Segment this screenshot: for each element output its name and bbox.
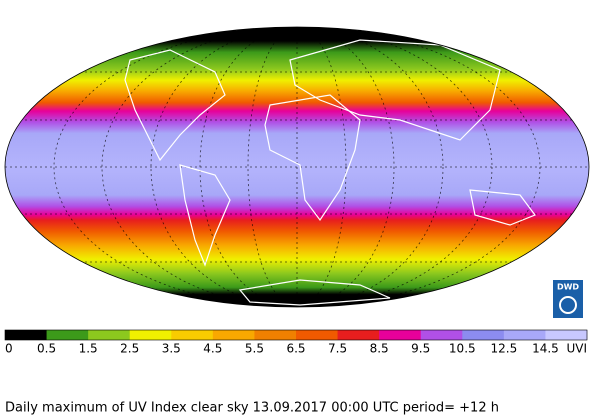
colorbar-segment xyxy=(545,330,588,340)
colorbar-segment xyxy=(296,330,339,340)
colorbar-label: 9.5 xyxy=(411,342,430,356)
colorbar-label: 10.5 xyxy=(449,342,476,356)
map-title: Daily maximum of UV Index clear sky 13.0… xyxy=(5,401,499,416)
colorbar-label: 14.5 xyxy=(532,342,559,356)
colorbar-label: 12.5 xyxy=(490,342,517,356)
colorbar-segment xyxy=(212,330,255,340)
map-border xyxy=(4,26,590,308)
logo-text: DWD xyxy=(557,283,579,292)
colorbar-segment xyxy=(503,330,546,340)
colorbar-segment xyxy=(420,330,463,340)
colorbar-segment xyxy=(46,330,89,340)
colorbar-label: 0.5 xyxy=(37,342,56,356)
colorbar-label: 8.5 xyxy=(370,342,389,356)
colorbar: 0 0.5 1.5 2.5 3.5 4.5 5.5 6.5 7.5 8.5 9.5 10.5 12.5 1… xyxy=(4,329,588,356)
colorbar-label: 5.5 xyxy=(245,342,264,356)
colorbar-segment xyxy=(5,330,48,340)
colorbar-label: 4.5 xyxy=(203,342,222,356)
map xyxy=(5,27,589,307)
colorbar-segment xyxy=(254,330,297,340)
colorbar-label: 0 xyxy=(5,342,13,356)
graticule xyxy=(5,27,589,307)
logo-icon xyxy=(559,296,577,314)
colorbar-segment xyxy=(462,330,505,340)
colorbar-segment xyxy=(88,330,131,340)
colorbar-segment xyxy=(171,330,214,340)
logo-box xyxy=(553,280,583,318)
colorbar-border xyxy=(4,329,588,341)
colorbar-label: 1.5 xyxy=(79,342,98,356)
colorbar-label: 6.5 xyxy=(286,342,305,356)
colorbar-segment xyxy=(379,330,422,340)
logo: DWD xyxy=(553,280,583,318)
colorbar-label: 3.5 xyxy=(162,342,181,356)
colorbar-segment xyxy=(337,330,380,340)
colorbar-label: 2.5 xyxy=(120,342,139,356)
coastlines xyxy=(124,39,536,306)
colorbar-label: UVI xyxy=(566,342,587,356)
colorbar-segment xyxy=(129,330,172,340)
colorbar-label: 7.5 xyxy=(328,342,347,356)
